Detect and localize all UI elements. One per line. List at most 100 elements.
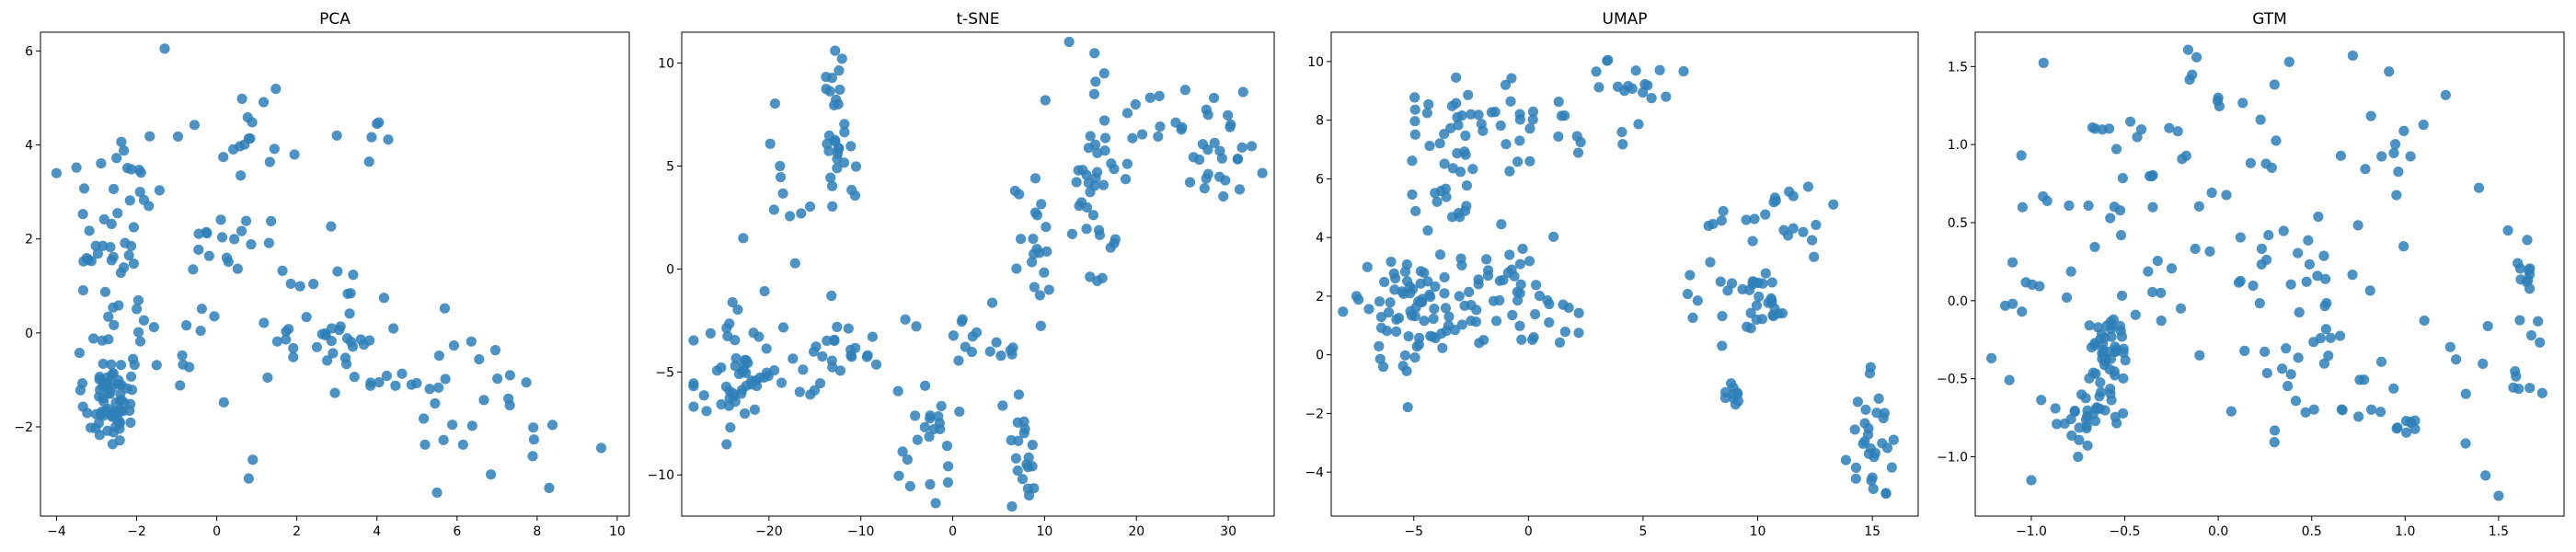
data-point	[1352, 294, 1364, 305]
data-point	[1027, 257, 1038, 268]
data-point	[1495, 120, 1506, 132]
data-point	[2125, 116, 2136, 127]
data-point	[430, 397, 441, 409]
data-point	[1558, 299, 1569, 310]
data-point	[294, 281, 305, 292]
data-point	[97, 335, 108, 346]
pca-y-tick-label: 2	[25, 233, 33, 247]
data-point	[1530, 280, 1542, 291]
tsne-x-tick-label: 20	[1128, 524, 1144, 539]
data-point	[777, 188, 788, 199]
data-point	[108, 183, 120, 195]
data-point	[776, 377, 788, 388]
data-point	[2319, 273, 2331, 284]
data-point	[1439, 288, 1450, 299]
tsne-plot-frame	[681, 31, 1275, 517]
data-point	[1501, 139, 1512, 150]
data-point	[118, 262, 130, 273]
data-point	[1043, 284, 1054, 295]
data-point	[172, 131, 184, 143]
data-point	[1498, 274, 1509, 285]
data-point	[269, 144, 280, 155]
data-point	[1593, 82, 1604, 93]
data-point	[1430, 188, 1441, 199]
data-point	[925, 410, 936, 421]
data-point	[301, 311, 312, 323]
data-point	[243, 473, 254, 484]
pca-plot-frame	[40, 31, 630, 517]
data-point	[736, 388, 747, 399]
data-point	[1209, 137, 1220, 148]
data-point	[1377, 362, 1389, 373]
data-point	[96, 157, 107, 169]
data-point	[817, 351, 828, 362]
data-point	[2276, 363, 2288, 374]
umap-points	[1338, 54, 1899, 500]
umap-y-tick-label: −4	[1305, 466, 1324, 480]
data-point	[1409, 129, 1420, 140]
data-point	[768, 204, 779, 215]
data-point	[2156, 316, 2167, 327]
data-point	[2308, 404, 2319, 415]
data-point	[1756, 314, 1768, 325]
data-point	[765, 138, 776, 149]
data-point	[124, 195, 135, 206]
data-point	[1232, 154, 1244, 165]
data-point	[1088, 88, 1099, 99]
data-point	[355, 334, 366, 345]
umap-y-tick-label: 8	[1316, 114, 1324, 129]
gtm-x-tick-label: 1.0	[2395, 524, 2415, 539]
data-point	[1089, 180, 1100, 191]
umap-y-tick-label: 6	[1316, 172, 1324, 187]
data-point	[2086, 341, 2098, 353]
data-point	[175, 380, 186, 391]
data-point	[328, 348, 339, 359]
tsne-y-tick-label: −5	[655, 365, 674, 380]
data-point	[1081, 224, 1092, 235]
data-point	[2041, 195, 2053, 207]
data-point	[1036, 199, 1047, 210]
data-point	[71, 162, 82, 173]
data-point	[834, 143, 845, 154]
data-point	[832, 154, 843, 165]
data-point	[235, 141, 246, 152]
data-point	[528, 434, 540, 445]
data-point	[100, 406, 111, 417]
data-point	[243, 133, 255, 144]
data-point	[123, 249, 134, 261]
data-point	[785, 211, 796, 222]
data-point	[911, 321, 922, 332]
data-point	[740, 408, 751, 420]
data-point	[2388, 383, 2399, 394]
data-point	[466, 420, 477, 431]
data-point	[1646, 93, 1657, 104]
data-point	[986, 297, 998, 308]
data-point	[1572, 147, 1584, 158]
data-point	[2099, 360, 2110, 371]
data-point	[113, 407, 124, 419]
data-point	[2352, 411, 2364, 422]
data-point	[1516, 334, 1527, 345]
data-point	[824, 86, 835, 97]
data-point	[2536, 387, 2547, 398]
data-point	[1514, 114, 1525, 125]
data-point	[1828, 199, 1839, 210]
data-point	[1440, 183, 1451, 194]
data-point	[288, 342, 299, 354]
data-point	[1362, 261, 1373, 272]
data-point	[2482, 320, 2493, 332]
gtm-y-tick-label: 1.5	[1948, 60, 1968, 75]
data-point	[115, 360, 127, 371]
data-point	[2166, 263, 2178, 274]
data-point	[1443, 311, 1455, 322]
data-point	[1515, 279, 1526, 290]
data-point	[346, 337, 357, 348]
tsne-x-tick-label: 10	[1036, 524, 1052, 539]
data-point	[1409, 92, 1420, 103]
data-point	[335, 321, 346, 332]
data-point	[1881, 443, 1893, 454]
data-point	[2103, 123, 2115, 134]
data-point	[1121, 158, 1133, 169]
data-point	[730, 361, 741, 372]
data-point	[2069, 405, 2080, 417]
